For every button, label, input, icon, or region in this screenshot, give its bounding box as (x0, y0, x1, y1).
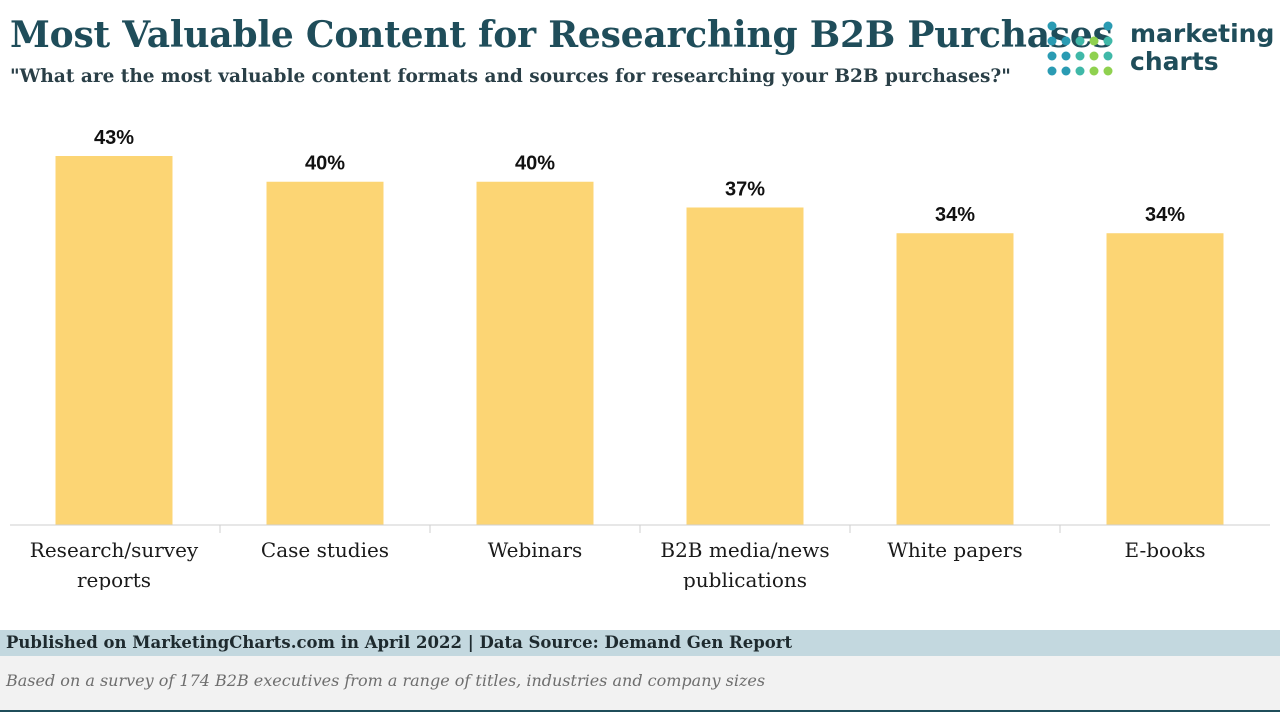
data-label-0: 43% (94, 127, 134, 149)
logo-dot-7 (1047, 51, 1057, 61)
bar-5 (1106, 233, 1224, 526)
logo-dot-14 (1075, 66, 1085, 76)
logo-dot-9 (1075, 51, 1085, 61)
chart-title: Most Valuable Content for Researching B2… (10, 14, 1113, 56)
data-label-2: 40% (515, 153, 555, 175)
logo-dot-8 (1061, 51, 1071, 61)
footer-published-text: Published on MarketingCharts.com in Apri… (6, 633, 793, 652)
logo-line-2: charts (1130, 47, 1219, 76)
bar-4 (896, 233, 1014, 526)
category-label-2: Webinars (488, 538, 583, 562)
logo-dot-6 (1103, 36, 1113, 46)
logo-dot-12 (1047, 66, 1057, 76)
logo-dot-2 (1047, 36, 1057, 46)
data-label-3: 37% (725, 178, 765, 200)
category-label-0: Research/survey reports (30, 538, 199, 590)
data-label-4: 34% (935, 204, 975, 226)
logo-dot-13 (1061, 66, 1071, 76)
logo-dot-0 (1047, 21, 1057, 31)
category-label-1: Case studies (261, 538, 389, 562)
bar-3 (686, 207, 804, 525)
logo-dot-10 (1089, 51, 1099, 61)
footer-note-area: Based on a survey of 174 B2B executives … (0, 656, 1280, 712)
category-label-3: B2B media/news publications (660, 538, 829, 590)
bar-0 (55, 156, 173, 525)
bar-chart: 43% Research/survey reports 40% Case studies… (10, 127, 1270, 590)
footer-source-bar: Published on MarketingCharts.com in Apri… (0, 630, 1280, 656)
category-label-4: White papers (887, 538, 1022, 562)
logo-line-1: marketing (1130, 19, 1275, 48)
logo-dot-16 (1103, 66, 1113, 76)
logo-dot-5 (1089, 36, 1099, 46)
logo-dots-icon (1047, 21, 1113, 76)
logo-dot-3 (1061, 36, 1071, 46)
bar-2 (476, 181, 594, 525)
logo-dot-11 (1103, 51, 1113, 61)
footer-note-text: Based on a survey of 174 B2B executives … (6, 671, 766, 690)
logo-dot-1 (1103, 21, 1113, 31)
logo-text: marketing charts (1130, 20, 1274, 76)
data-label-5: 34% (1145, 204, 1185, 226)
category-label-5: E-books (1125, 538, 1206, 562)
bar-1 (266, 181, 384, 525)
chart-subtitle: "What are the most valuable content form… (10, 66, 1011, 87)
logo-dot-15 (1089, 66, 1099, 76)
data-label-1: 40% (305, 153, 345, 175)
logo-dot-4 (1075, 36, 1085, 46)
marketingcharts-logo: marketing charts (1044, 18, 1276, 84)
